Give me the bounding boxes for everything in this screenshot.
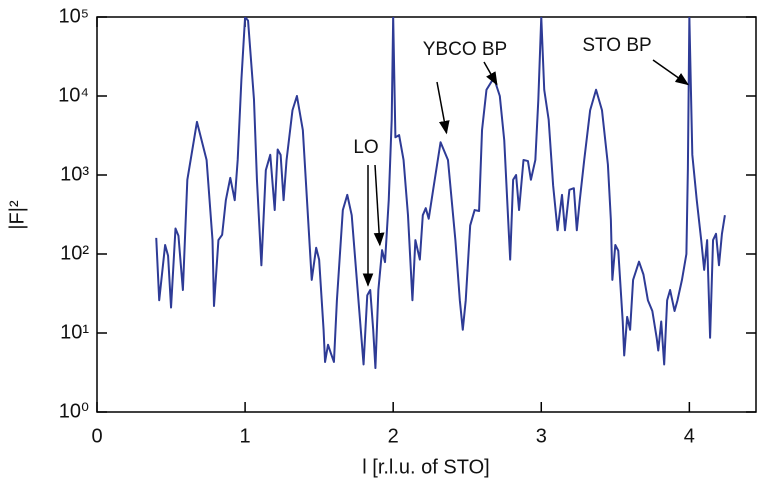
x-tick-label: 0 [91, 425, 102, 447]
annotation-arrow [653, 60, 688, 84]
x-tick-label: 2 [388, 425, 399, 447]
annotation-label: STO BP [582, 35, 651, 56]
y-axis-label: |F|² [6, 200, 28, 230]
x-axis-label: l [r.l.u. of STO] [362, 456, 489, 478]
annotation-label: LO [353, 137, 378, 158]
y-tick-label: 10¹ [60, 321, 89, 343]
annotation-arrow [484, 62, 497, 84]
plot-frame [97, 17, 756, 412]
y-tick-label: 10³ [60, 163, 89, 185]
x-tick-label: 4 [684, 425, 695, 447]
x-tick-label: 1 [240, 425, 251, 447]
annotation-label: YBCO BP [423, 39, 507, 60]
annotation-arrow [437, 82, 446, 133]
y-tick-label: 10⁵ [58, 5, 89, 27]
y-tick-label: 10⁴ [58, 84, 89, 106]
x-tick-label: 3 [536, 425, 547, 447]
y-tick-label: 10⁰ [59, 400, 89, 422]
y-tick-label: 10² [60, 242, 89, 264]
annotation-arrow [375, 165, 380, 245]
plot-area [156, 17, 725, 368]
data-line [156, 17, 725, 368]
